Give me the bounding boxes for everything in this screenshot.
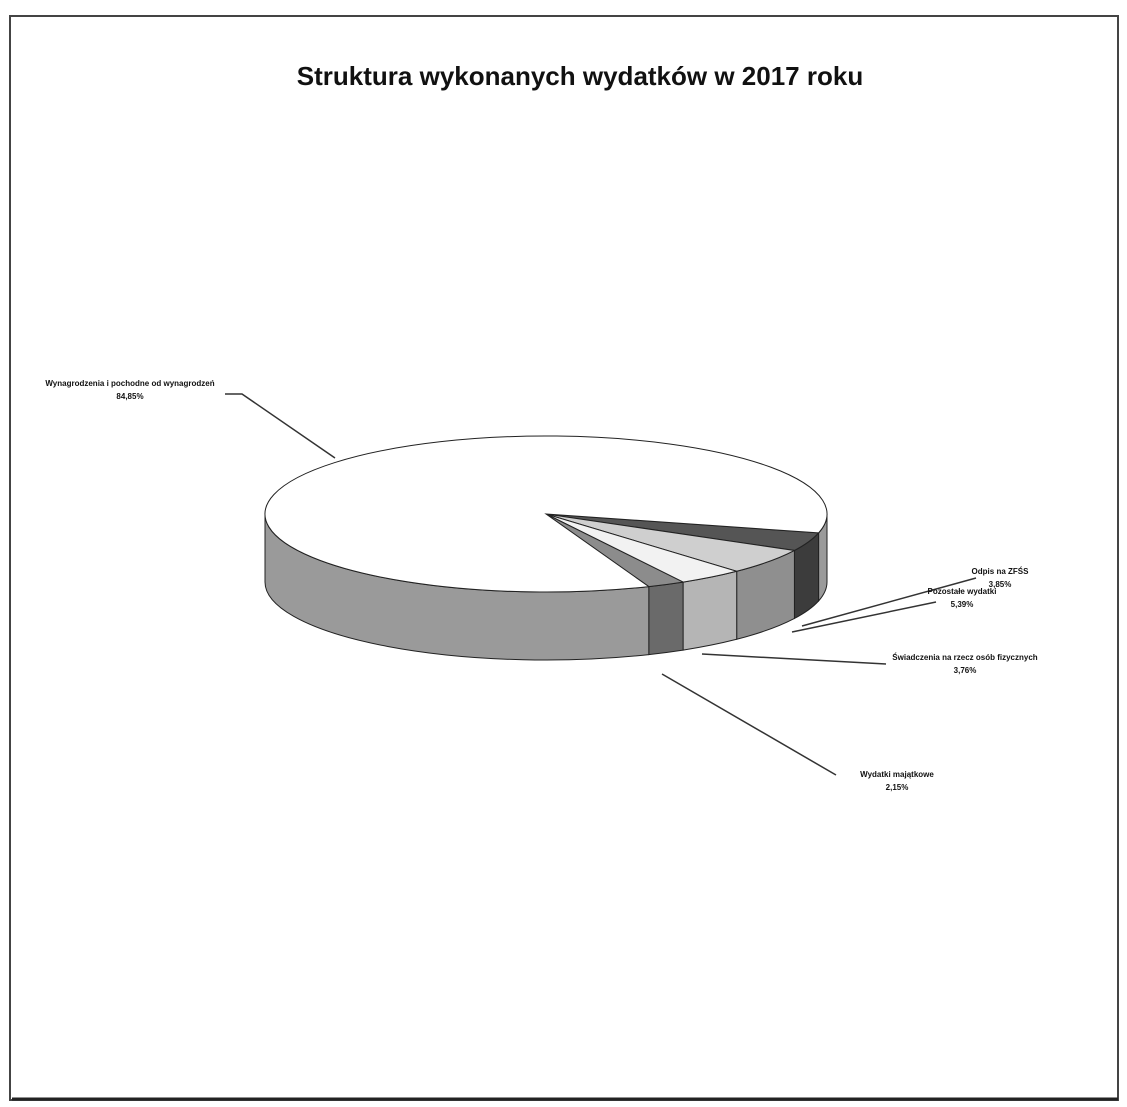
pie-slice-side [682,570,738,651]
slice-value-label: 3,85% [989,580,1012,589]
chart-title: Struktura wykonanych wydatków w 2017 rok… [297,61,863,91]
slice-value-label: 2,15% [886,783,909,792]
leader-line [225,393,336,459]
slice-label: Odpis na ZFŚS [972,567,1030,576]
slice-value-label: 5,39% [951,600,974,609]
slice-value-label: 3,76% [954,666,977,675]
slice-label: Świadczenia na rzecz osób fizycznych [892,653,1037,662]
leader-line [661,673,837,776]
leader-line [701,653,887,665]
pie-slice-side [648,581,684,656]
slice-label: Pozostałe wydatki [928,587,997,596]
slice-label: Wydatki majątkowe [860,770,934,779]
leader-line [801,577,977,627]
slice-value-label: 84,85% [116,392,143,401]
pie-slice [264,435,828,593]
slice-label: Wynagrodzenia i pochodne od wynagrodzeń [45,379,214,388]
leader-line [791,601,937,633]
